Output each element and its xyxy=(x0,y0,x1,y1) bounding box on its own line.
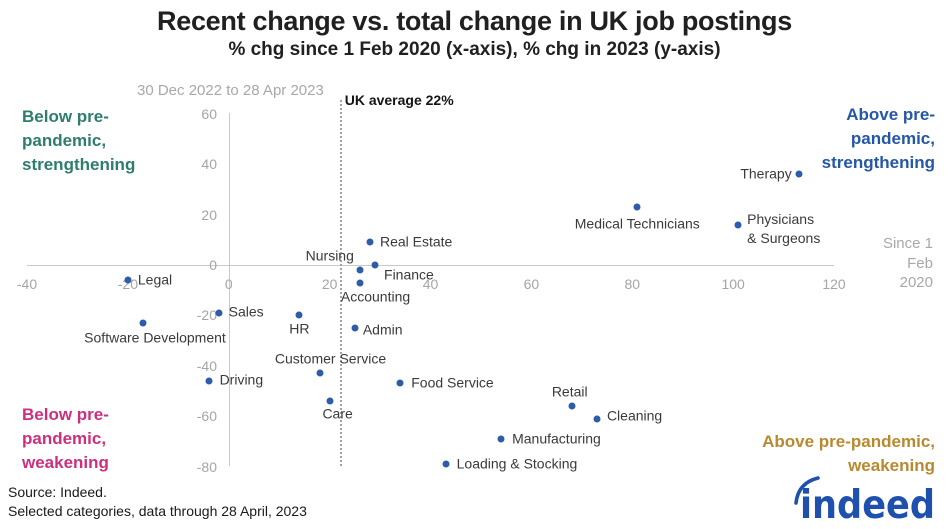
data-point-label: Sales xyxy=(228,303,264,320)
y-axis-title: 30 Dec 2022 to 28 Apr 2023 xyxy=(137,82,324,99)
y-axis-line xyxy=(228,113,230,466)
indeed-logo: indeed xyxy=(790,472,948,529)
data-point-label: Manufacturing xyxy=(512,430,601,447)
data-point-label: Customer Service xyxy=(274,350,387,367)
footer-note: Selected categories, data through 28 Apr… xyxy=(8,503,307,519)
data-point-label: Physicians & Surgeons xyxy=(747,210,821,246)
data-point-label: Admin xyxy=(362,321,403,338)
x-tick-label: 20 xyxy=(321,276,338,292)
y-tick-label: -80 xyxy=(196,458,217,475)
data-point-label: Nursing xyxy=(305,247,354,264)
y-tick-label: 0 xyxy=(209,257,217,274)
data-point-label: Real Estate xyxy=(379,233,453,250)
data-point-dot xyxy=(124,276,132,284)
data-point-label: Software Development xyxy=(84,329,226,346)
x-tick-label: 120 xyxy=(822,276,846,292)
data-point-dot xyxy=(356,279,364,287)
logo-swoosh-icon xyxy=(794,476,820,505)
y-tick-label: -20 xyxy=(196,307,217,324)
data-point-dot xyxy=(396,379,404,387)
quadrant-label-above-weakening: Above pre-pandemic, weakening xyxy=(762,432,935,475)
data-point-dot xyxy=(139,319,147,327)
y-tick-label: 40 xyxy=(201,156,217,173)
data-point-label: Driving xyxy=(219,371,264,388)
data-point-label: Loading & Stocking xyxy=(456,455,578,472)
x-tick-label: -20 xyxy=(117,276,138,292)
data-point-label: HR xyxy=(289,320,310,337)
data-point-label: Cleaning xyxy=(606,407,663,424)
x-tick-label: -40 xyxy=(16,276,38,292)
footer: Source: Indeed. Selected categories, dat… xyxy=(8,483,307,521)
data-point-dot xyxy=(568,402,576,410)
data-point-label: Legal xyxy=(137,271,173,288)
data-point-dot xyxy=(351,324,359,332)
data-point-dot xyxy=(215,309,223,317)
uk-average-label: UK average 22% xyxy=(344,92,454,108)
logo-wordmark: indeed xyxy=(800,483,935,528)
data-point-dot xyxy=(593,415,601,423)
y-tick-label: 20 xyxy=(201,206,217,223)
data-point-dot xyxy=(205,377,213,385)
data-point-label: Accounting xyxy=(340,288,411,305)
data-point-dot xyxy=(316,369,324,377)
y-tick-label: -60 xyxy=(196,408,217,425)
data-point-dot xyxy=(497,435,505,443)
data-point-dot xyxy=(633,203,641,211)
data-point-dot xyxy=(734,221,742,229)
x-tick-label: 100 xyxy=(721,276,745,292)
data-point-dot xyxy=(442,460,450,468)
x-axis-title: Since 1 Feb 2020 xyxy=(882,235,933,291)
x-tick-label: 80 xyxy=(624,276,641,292)
data-point-label: Care xyxy=(322,405,353,422)
data-point-label: Food Service xyxy=(411,374,494,391)
data-point-label: Therapy xyxy=(740,165,792,182)
quadrant-label-above-strengthening: Above pre- pandemic, strengthening xyxy=(821,105,935,172)
data-point-label: Retail xyxy=(551,383,588,400)
x-tick-label: 0 xyxy=(224,276,233,292)
data-point-dot xyxy=(356,266,364,274)
quadrant-label-below-weakening: Below pre- pandemic, weakening xyxy=(22,405,109,472)
data-point-label: Finance xyxy=(384,266,434,283)
chart-title: Recent change vs. total change in UK job… xyxy=(157,6,792,36)
data-point-dot xyxy=(295,311,303,319)
x-axis-line xyxy=(27,264,834,266)
footer-source: Source: Indeed. xyxy=(8,484,107,500)
x-tick-label: 60 xyxy=(523,276,540,292)
data-point-dot xyxy=(371,261,379,269)
y-tick-label: -40 xyxy=(196,357,217,374)
y-tick-label: 60 xyxy=(201,106,217,122)
data-point-dot xyxy=(366,238,374,246)
data-point-dot xyxy=(326,397,334,405)
chart-subtitle: % chg since 1 Feb 2020 (x-axis), % chg i… xyxy=(228,39,721,60)
quadrant-label-below-strengthening: Below pre- pandemic, strengthening xyxy=(22,107,136,174)
data-point-dot xyxy=(795,170,803,178)
data-point-label: Medical Technicians xyxy=(574,215,700,232)
uk-average-reference-line xyxy=(339,100,342,466)
x-tick-label: 40 xyxy=(422,276,439,292)
